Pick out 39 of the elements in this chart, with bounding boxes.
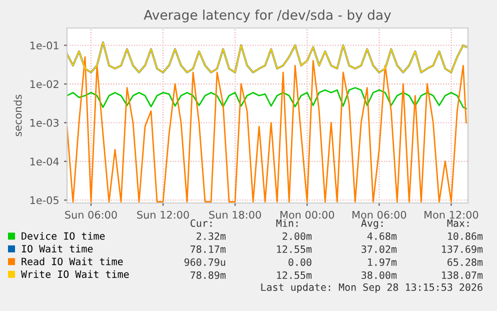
text: 12.55m: [277, 271, 312, 279]
text: 4.68m: [367, 232, 397, 240]
text: 65.28m: [448, 258, 483, 266]
x-tick-label: Sun 18:00: [209, 210, 261, 219]
x-tick-label: Mon 06:00: [352, 210, 406, 219]
text: Min:: [276, 219, 298, 227]
y-tick-label: 1e-05: [30, 196, 58, 204]
text: 0.00: [288, 258, 312, 266]
y-tick-label: 1e-02: [30, 80, 58, 88]
y-tick-label: 1e-03: [30, 118, 59, 127]
legend-label: Read IO Wait time: [22, 258, 123, 266]
text: 78.89m: [190, 271, 226, 279]
y-tick-label: 1e-04: [30, 158, 59, 166]
legend-label: Write IO Wait time: [21, 270, 129, 278]
text: 137.69m: [442, 245, 483, 253]
text: Last update: Mon Sep 28 13:15:53 2026: [261, 283, 482, 293]
text: 960.79u: [184, 258, 226, 266]
chart-title: Average latency for /dev/sda - by day: [144, 10, 391, 22]
x-tick-label: Mon 12:00: [424, 210, 478, 219]
text: Avg:: [361, 219, 383, 229]
text: 138.07m: [442, 271, 483, 279]
legend-label: Device IO time: [22, 232, 105, 240]
text: 12.55m: [277, 245, 312, 253]
text: 2.00m: [282, 232, 312, 240]
text: 2.32m: [196, 232, 226, 240]
text: 37.02m: [362, 245, 397, 253]
text: 38.00m: [362, 271, 397, 279]
line-series: [67, 87, 467, 110]
y-tick-label: 1e-01: [30, 42, 58, 50]
text: 10.86m: [448, 232, 483, 240]
text: 1.97m: [368, 258, 397, 266]
x-tick-label: Sun 06:00: [65, 210, 117, 219]
text: 78.17m: [190, 245, 226, 253]
y-axis-title: seconds: [14, 94, 22, 136]
text: Cur:: [190, 219, 212, 227]
legend-label: IO Wait time: [22, 244, 93, 253]
x-tick-label: Mon 00:00: [280, 210, 334, 219]
text: Max:: [447, 219, 469, 227]
x-tick-label: Sun 12:00: [137, 210, 189, 219]
